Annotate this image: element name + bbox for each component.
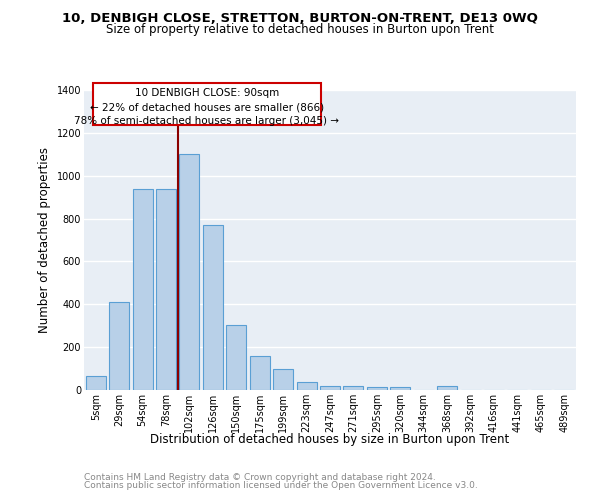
Bar xyxy=(250,356,269,390)
Bar xyxy=(226,324,246,390)
Bar xyxy=(391,387,410,390)
Bar xyxy=(343,386,364,390)
Bar xyxy=(437,386,457,390)
Bar xyxy=(273,368,293,390)
Bar xyxy=(320,386,340,390)
Text: Distribution of detached houses by size in Burton upon Trent: Distribution of detached houses by size … xyxy=(151,432,509,446)
Y-axis label: Number of detached properties: Number of detached properties xyxy=(38,147,51,333)
Bar xyxy=(86,376,106,390)
Text: 78% of semi-detached houses are larger (3,045) →: 78% of semi-detached houses are larger (… xyxy=(74,116,340,126)
Text: 10, DENBIGH CLOSE, STRETTON, BURTON-ON-TRENT, DE13 0WQ: 10, DENBIGH CLOSE, STRETTON, BURTON-ON-T… xyxy=(62,12,538,26)
Bar xyxy=(179,154,199,390)
Bar xyxy=(109,302,129,390)
Bar xyxy=(133,188,152,390)
Bar xyxy=(156,188,176,390)
Text: 10 DENBIGH CLOSE: 90sqm: 10 DENBIGH CLOSE: 90sqm xyxy=(135,88,279,99)
Text: Size of property relative to detached houses in Burton upon Trent: Size of property relative to detached ho… xyxy=(106,22,494,36)
Bar xyxy=(203,225,223,390)
Text: Contains HM Land Registry data © Crown copyright and database right 2024.: Contains HM Land Registry data © Crown c… xyxy=(84,472,436,482)
Bar xyxy=(296,382,317,390)
Text: Contains public sector information licensed under the Open Government Licence v3: Contains public sector information licen… xyxy=(84,481,478,490)
Text: ← 22% of detached houses are smaller (866): ← 22% of detached houses are smaller (86… xyxy=(90,102,324,112)
Bar xyxy=(367,387,387,390)
